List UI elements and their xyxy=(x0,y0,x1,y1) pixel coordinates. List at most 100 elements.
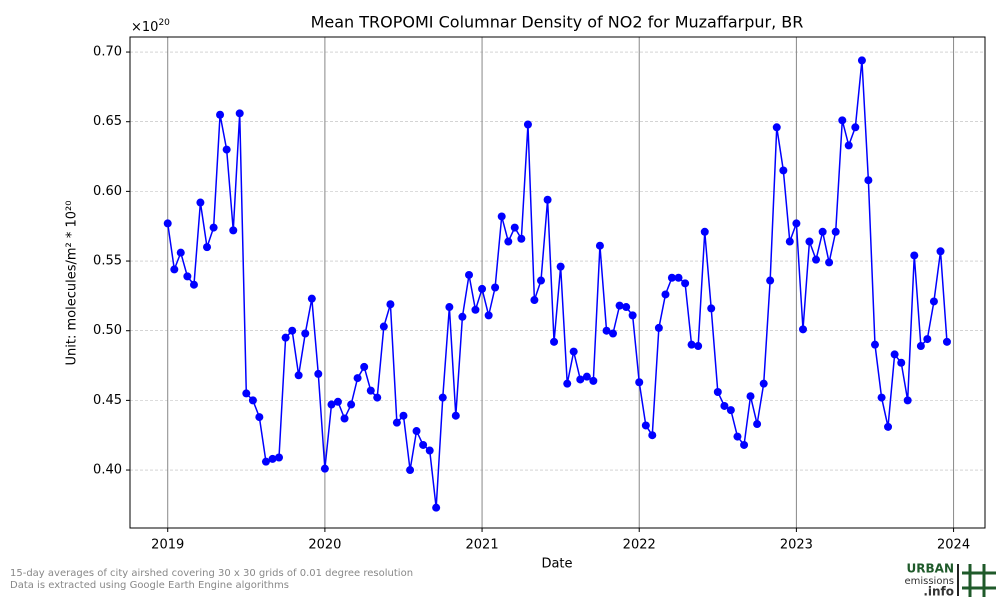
data-point xyxy=(386,300,395,309)
data-point xyxy=(189,280,198,289)
data-point xyxy=(419,440,428,449)
data-point xyxy=(681,279,690,288)
data-point xyxy=(910,251,919,260)
data-point xyxy=(229,226,238,235)
data-point xyxy=(635,378,644,387)
data-point xyxy=(707,304,716,313)
data-point xyxy=(379,322,388,331)
data-point xyxy=(478,284,487,293)
data-point xyxy=(491,283,500,292)
data-point xyxy=(589,376,598,385)
y-tick-label: 0.45 xyxy=(93,393,122,408)
data-point xyxy=(628,311,637,320)
data-point xyxy=(870,340,879,349)
data-point xyxy=(857,56,866,65)
data-point xyxy=(242,389,251,398)
data-point xyxy=(550,337,559,346)
x-tick-label: 2022 xyxy=(623,538,656,553)
data-point xyxy=(877,393,886,402)
x-tick-label: 2019 xyxy=(151,538,184,553)
offset-exponent: 20 xyxy=(158,18,170,28)
data-point xyxy=(563,379,572,388)
data-line xyxy=(166,60,948,508)
data-point xyxy=(667,273,676,282)
data-point xyxy=(170,265,179,274)
data-point xyxy=(844,141,853,150)
footnote: 15-day averages of city airshed covering… xyxy=(10,568,413,579)
data-point xyxy=(209,223,218,232)
data-point xyxy=(268,454,277,463)
data-point xyxy=(314,369,323,378)
data-point xyxy=(445,303,454,312)
data-point xyxy=(523,120,532,129)
data-point xyxy=(235,109,244,118)
data-point xyxy=(661,290,670,299)
x-tick-label: 2024 xyxy=(937,538,970,553)
y-axis-label: Unit: molecules/m² * 10²⁰ xyxy=(65,201,80,366)
plot-frame xyxy=(129,36,986,529)
data-point xyxy=(825,258,834,267)
data-point xyxy=(510,223,519,232)
data-point xyxy=(530,296,539,305)
y-tick-label: 0.40 xyxy=(93,463,122,478)
data-point xyxy=(595,241,604,250)
y-tick-label: 0.65 xyxy=(93,114,122,129)
data-point xyxy=(942,337,951,346)
data-point xyxy=(694,342,703,351)
data-point xyxy=(222,145,231,154)
data-point xyxy=(792,219,801,228)
data-point xyxy=(779,166,788,175)
logo-text: .info xyxy=(923,585,954,599)
data-point xyxy=(687,340,696,349)
data-point xyxy=(497,212,506,221)
data-point xyxy=(916,342,925,351)
data-point xyxy=(360,362,369,371)
data-point xyxy=(216,110,225,119)
chart-title: Mean TROPOMI Columnar Density of NO2 for… xyxy=(311,13,804,32)
data-point xyxy=(569,347,578,356)
y-tick-label: 0.70 xyxy=(93,45,122,60)
footnote: Data is extracted using Google Earth Eng… xyxy=(10,580,289,591)
data-point xyxy=(517,234,526,243)
x-tick-label: 2020 xyxy=(308,538,341,553)
data-point xyxy=(897,358,906,367)
data-point xyxy=(582,372,591,381)
data-point xyxy=(176,248,185,257)
y-tick-label: 0.60 xyxy=(93,184,122,199)
data-point xyxy=(864,176,873,185)
data-point xyxy=(903,396,912,405)
data-point xyxy=(438,393,447,402)
data-point xyxy=(622,303,631,312)
offset-base: ×10 xyxy=(131,20,158,35)
data-point xyxy=(798,325,807,334)
logo-text: URBAN xyxy=(907,562,954,576)
data-point xyxy=(648,431,657,440)
data-point xyxy=(838,116,847,125)
data-point xyxy=(602,326,611,335)
data-point xyxy=(713,388,722,397)
logo-hash xyxy=(962,564,996,597)
x-tick-label: 2023 xyxy=(780,538,813,553)
data-point xyxy=(740,440,749,449)
data-point xyxy=(831,227,840,236)
data-point xyxy=(307,294,316,303)
data-point xyxy=(301,329,310,338)
x-tick-label: 2021 xyxy=(466,538,499,553)
data-point xyxy=(615,301,624,310)
data-point xyxy=(641,421,650,430)
data-point xyxy=(746,392,755,401)
data-point xyxy=(733,432,742,441)
data-point xyxy=(654,323,663,332)
data-point xyxy=(458,312,467,321)
data-point xyxy=(274,453,283,462)
data-point xyxy=(851,123,860,132)
data-point xyxy=(465,270,474,279)
data-point xyxy=(406,466,415,475)
data-point xyxy=(281,333,290,342)
data-point xyxy=(366,386,375,395)
x-axis-label: Date xyxy=(541,557,572,572)
data-point xyxy=(608,329,617,338)
data-point xyxy=(203,243,212,252)
offset-text: ×1020 xyxy=(131,18,170,35)
